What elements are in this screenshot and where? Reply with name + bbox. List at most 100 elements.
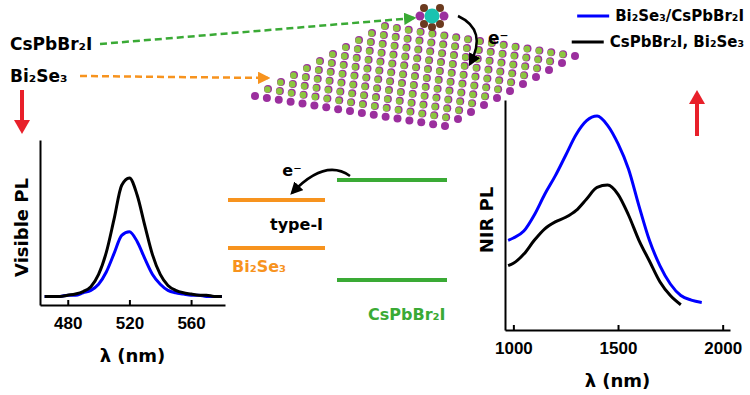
lattice-atom	[521, 62, 529, 70]
lattice-atom	[499, 51, 505, 57]
lattice-atom	[487, 49, 493, 55]
x-axis-title: λ (nm)	[100, 345, 166, 366]
lattice-atom	[464, 36, 470, 42]
lattice-atom	[400, 62, 406, 68]
lattice-atom	[416, 37, 424, 45]
lattice-atom	[398, 80, 404, 86]
lattice-atom	[359, 100, 367, 108]
lattice-atom	[462, 54, 468, 60]
lattice-atom	[512, 43, 520, 51]
lattice-atom	[329, 50, 337, 58]
lattice-atom	[384, 96, 390, 102]
lattice-atom	[326, 77, 334, 85]
lattice-atom	[351, 72, 359, 80]
lattice-atom	[391, 42, 399, 50]
lattice-atom	[506, 87, 514, 95]
lattice-atom	[482, 84, 488, 90]
x-tick-label: 1500	[600, 339, 638, 358]
lattice-atom	[368, 30, 374, 36]
lattice-atom	[389, 61, 395, 67]
y-axis-line	[40, 141, 42, 306]
lattice-atom	[511, 52, 519, 60]
lattice-atom	[366, 47, 374, 55]
lattice-atom	[439, 41, 445, 47]
lattice-atom	[442, 114, 448, 120]
lattice-atom	[417, 118, 425, 126]
lattice-atom	[443, 104, 451, 112]
legend-swatch	[577, 15, 609, 18]
lattice-atom	[360, 91, 368, 99]
lattice-atom	[350, 82, 356, 88]
lattice-atom	[496, 67, 504, 75]
band-diagram: e⁻type-IBi₂Se₃CsPbBr₂I	[228, 161, 447, 324]
change-arrow-head	[689, 90, 705, 104]
x-tick: 520	[116, 300, 144, 333]
lattice-atom	[384, 95, 392, 103]
electron-label: e⁻	[282, 161, 301, 180]
lattice-atom	[407, 109, 413, 115]
lattice-atom	[347, 99, 353, 105]
lattice-atom	[494, 86, 500, 92]
lattice-atom	[362, 73, 370, 81]
lattice-atom	[379, 41, 385, 47]
lattice-atom	[447, 78, 455, 86]
lattice-atom	[428, 40, 434, 46]
lattice-atom	[324, 96, 330, 102]
y-axis-title: Visible PL	[11, 178, 32, 277]
chart: 480520560λ (nm)Visible PL	[11, 90, 226, 366]
lattice-atom	[353, 55, 359, 61]
lattice-atom	[425, 56, 433, 64]
diagram: CsPbBr₂IBi₂Se₃e⁻e⁻type-IBi₂Se₃CsPbBr₂I	[10, 4, 579, 324]
lattice-atom	[470, 81, 478, 89]
lattice-atom	[445, 97, 451, 103]
lattice-atom	[405, 27, 411, 33]
lattice-atom	[429, 120, 437, 128]
lattice-atom	[379, 40, 387, 48]
lattice-atom	[338, 80, 344, 86]
lattice-atom	[355, 36, 363, 44]
lattice-atom	[421, 92, 429, 100]
lattice-atom	[511, 53, 517, 59]
lattice-atom	[383, 104, 391, 112]
lattice-atom	[288, 90, 294, 96]
lattice-atom	[424, 65, 432, 73]
lattice-atom	[393, 25, 399, 31]
lattice-atom	[390, 51, 398, 59]
change-arrow-shaft	[20, 90, 24, 122]
lattice-atom	[558, 59, 566, 67]
lattice-atom	[571, 52, 579, 60]
lattice-atom	[440, 31, 448, 39]
lattice-atom	[535, 46, 543, 54]
lattice-atom	[316, 57, 324, 65]
lattice-atom	[397, 88, 405, 96]
lattice-atom	[263, 94, 271, 102]
label-substrate: Bi₂Se₃	[10, 66, 67, 86]
lattice-atom	[449, 60, 457, 68]
lattice-atom	[398, 79, 406, 87]
lattice-atom	[559, 51, 565, 57]
lattice-atom	[277, 78, 285, 86]
lattice-atom	[435, 76, 443, 84]
lattice-atom	[532, 73, 540, 81]
lattice-atom	[316, 58, 322, 64]
x-tick-label: 520	[116, 314, 144, 333]
lattice-atom	[524, 45, 532, 53]
lattice-atom	[329, 51, 335, 57]
lattice-atom	[373, 85, 379, 91]
lattice-atom	[404, 35, 412, 43]
lattice-atom	[315, 67, 321, 73]
x-tick-mark	[191, 300, 193, 305]
lattice-atom	[424, 66, 430, 72]
lattice-atom	[421, 93, 427, 99]
lattice-atom	[423, 75, 429, 81]
lattice-atom	[290, 72, 296, 78]
pl-curve	[45, 232, 222, 297]
lattice-atom	[375, 66, 383, 74]
lattice-atom	[302, 73, 310, 81]
lattice-atom	[359, 101, 365, 107]
lattice-atom	[448, 69, 456, 77]
lattice-atom	[523, 55, 529, 61]
y-axis	[505, 101, 506, 331]
lattice-atom	[493, 94, 501, 102]
lattice-atom	[439, 40, 447, 48]
